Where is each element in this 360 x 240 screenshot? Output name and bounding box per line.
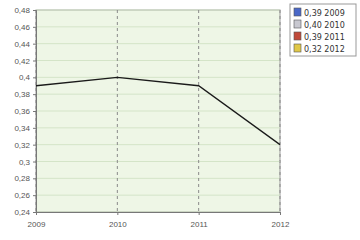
y-axis: 0,24 0,26 0,28 0,3 0,32 0,34 0,36 0,38 0,4 0,42 0,… xyxy=(14,6,36,217)
tick: 0,44 xyxy=(14,40,36,49)
tick-mark xyxy=(33,61,36,62)
grid-line xyxy=(36,94,280,95)
legend-entry: 0,39 2009 xyxy=(294,8,345,18)
tick-label: 0,34 xyxy=(14,124,30,133)
tick: 0,28 xyxy=(14,174,36,183)
grid-line xyxy=(36,161,280,162)
legend-entry: 0,32 2012 xyxy=(294,44,345,54)
grid-line xyxy=(280,10,281,212)
tick: 0,32 xyxy=(14,141,36,150)
legend-label: 0,39 2011 xyxy=(304,33,345,42)
grid-line xyxy=(36,144,280,145)
tick-label: 0,42 xyxy=(14,57,30,66)
tick-label: 0,3 xyxy=(19,158,31,167)
tick-mark xyxy=(33,128,36,129)
legend-swatch xyxy=(294,44,301,52)
tick-label: 2011 xyxy=(191,220,209,229)
tick: 0,4 xyxy=(19,73,36,82)
legend-label: 0,39 2009 xyxy=(304,9,345,18)
tick-label: 0,36 xyxy=(14,107,30,116)
tick-mark xyxy=(33,195,36,196)
tick-mark xyxy=(33,27,36,28)
tick-mark xyxy=(33,212,36,213)
legend-swatch xyxy=(294,32,301,40)
tick-mark xyxy=(33,178,36,179)
grid-line xyxy=(36,26,280,27)
tick-mark xyxy=(33,94,36,95)
y-axis-line xyxy=(33,11,37,213)
tick-label: 2010 xyxy=(109,220,127,229)
tick-label: 0,48 xyxy=(14,6,30,15)
tick: 2009 xyxy=(28,212,46,229)
grid-line xyxy=(36,178,280,179)
tick-label: 0,46 xyxy=(14,23,30,32)
tick: 0,34 xyxy=(14,124,36,133)
legend-entry: 0,39 2011 xyxy=(294,32,345,42)
grid xyxy=(36,10,280,212)
tick: 0,46 xyxy=(14,23,36,32)
grid-line xyxy=(36,195,280,196)
tick: 0,36 xyxy=(14,107,36,116)
grid-line xyxy=(36,127,280,128)
tick: 2012 xyxy=(272,212,290,229)
legend-swatch xyxy=(294,8,301,16)
grid-line xyxy=(198,10,199,212)
tick: 0,26 xyxy=(14,191,36,200)
x-axis-line xyxy=(37,213,281,216)
tick: 0,42 xyxy=(14,57,36,66)
tick-label: 0,28 xyxy=(14,174,30,183)
tick-label: 2012 xyxy=(272,220,290,229)
plot-background xyxy=(36,10,280,212)
plot: 0,24 0,26 0,28 0,3 0,32 0,34 0,36 0,38 0,4 0,42 0,… xyxy=(14,6,290,229)
legend-entry: 0,40 2010 xyxy=(294,20,345,30)
tick-mark xyxy=(33,162,36,163)
tick-label: 0,4 xyxy=(19,73,31,82)
marks xyxy=(36,77,280,144)
legend-label: 0,40 2010 xyxy=(304,21,345,30)
tick: 2010 xyxy=(109,212,127,229)
tick-label: 0,44 xyxy=(14,40,30,49)
tick: 0,3 xyxy=(19,158,36,167)
tick-mark xyxy=(36,212,37,215)
tick-label: 0,38 xyxy=(14,90,30,99)
tick: 0,24 xyxy=(14,208,36,217)
tick-mark xyxy=(33,44,36,45)
tick: 2011 xyxy=(191,212,209,229)
grid-line xyxy=(36,60,280,61)
tick-mark xyxy=(33,77,36,78)
tick-mark xyxy=(280,212,281,215)
tick: 0,48 xyxy=(14,6,36,15)
tick-label: 0,26 xyxy=(14,191,30,200)
grid-line xyxy=(36,10,280,11)
tick-mark xyxy=(117,212,118,215)
legend-label: 0,32 2012 xyxy=(304,45,345,54)
tick-mark xyxy=(199,212,200,215)
tick-mark xyxy=(33,10,36,11)
grid-line xyxy=(36,43,280,44)
tick-label: 0,32 xyxy=(14,141,30,150)
x-axis: 2009 2010 2011 2012 xyxy=(28,212,290,229)
grid-line xyxy=(117,10,118,212)
tick-label: 0,24 xyxy=(14,208,30,217)
tick-label: 2009 xyxy=(28,220,46,229)
grid-line xyxy=(36,111,280,112)
tick-mark xyxy=(33,111,36,112)
grid-line xyxy=(36,77,280,78)
legend-swatch xyxy=(294,20,301,28)
tick-mark xyxy=(33,145,36,146)
legend: 0,39 2009 0,40 2010 0,39 2011 0,32 2012 xyxy=(290,4,356,56)
legend-box xyxy=(290,4,356,56)
tick: 0,38 xyxy=(14,90,36,99)
line xyxy=(36,77,280,144)
chart: 0,24 0,26 0,28 0,3 0,32 0,34 0,36 0,38 0,4 0,42 0,… xyxy=(0,0,360,240)
